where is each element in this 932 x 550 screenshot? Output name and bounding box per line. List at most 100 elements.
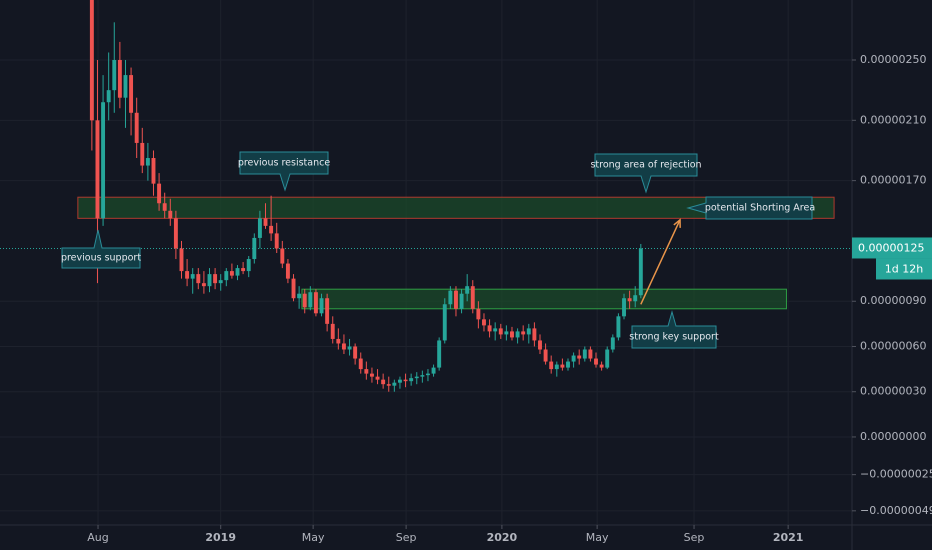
candle-body [224, 271, 229, 281]
candle-body [403, 379, 408, 382]
candle-body [291, 278, 296, 299]
x-tick-label: May [302, 531, 325, 544]
candle-body [151, 158, 156, 184]
candle-body [308, 292, 313, 308]
candle-body [566, 361, 570, 368]
y-tick-label: 0.00000000 [860, 430, 926, 443]
candle-body [364, 369, 369, 374]
candle-body [538, 340, 542, 350]
candle-body [95, 120, 100, 219]
candle-body [140, 142, 145, 166]
candle-body [526, 328, 531, 335]
candle-body [101, 102, 106, 219]
candle-body [241, 268, 246, 272]
candle-body [207, 274, 212, 287]
y-tick-label: 0.00000090 [860, 294, 926, 307]
candle-body [554, 364, 559, 370]
candle-body [185, 271, 190, 279]
axes: 0.00000250 0.00000210 0.00000170 0.00000090… [87, 53, 932, 544]
x-tick-label: 2021 [773, 531, 804, 544]
candle-body [280, 248, 285, 264]
callout: previous resistance [238, 151, 331, 192]
candle-body [123, 75, 128, 98]
callout: strong key support [629, 310, 719, 349]
candle-body [397, 379, 402, 383]
candle-body [482, 319, 486, 326]
plot-area [0, 0, 852, 525]
y-tick-label: 0.00000030 [860, 385, 926, 398]
last-price-label: 0.00000125 [858, 241, 924, 254]
candle-body [302, 293, 307, 308]
candle-body [560, 364, 565, 368]
candle-body [369, 373, 374, 377]
x-tick-label: Aug [87, 531, 108, 544]
candle-body [605, 349, 610, 368]
candle-body [442, 304, 447, 341]
candle-body [89, 0, 94, 121]
candle-body [622, 298, 626, 317]
candle-body [414, 376, 419, 379]
candle-body [549, 361, 554, 370]
candle-body [157, 183, 162, 204]
candle-body [420, 375, 425, 377]
x-tick-label: Sep [396, 531, 417, 544]
candle-body [179, 248, 184, 272]
candle-body [218, 280, 223, 284]
x-tick-label: 2020 [487, 531, 518, 544]
candle-body [353, 346, 358, 359]
candle-body [285, 263, 290, 279]
candle-body [129, 75, 134, 113]
candle-body [599, 364, 604, 368]
candle-body [638, 248, 643, 296]
candle-body [269, 225, 274, 234]
candle-body [588, 349, 593, 359]
callout: potential Shorting Area [686, 196, 815, 220]
candle-body [476, 308, 481, 320]
annotation-text: strong area of rejection [590, 160, 701, 171]
candle-body [437, 340, 442, 368]
candle-body [627, 298, 632, 302]
candle-body [358, 358, 363, 370]
candle-body [448, 290, 453, 305]
candle-body [106, 90, 111, 103]
candle-body [162, 203, 167, 211]
callout: strong area of rejection [590, 153, 702, 194]
candle-body [246, 259, 251, 272]
candle-body [330, 323, 335, 339]
candle-body [493, 328, 498, 332]
overlay [640, 218, 681, 305]
candle-body [213, 274, 218, 284]
annotation-text: previous resistance [238, 158, 331, 169]
candle-body [297, 293, 302, 299]
zone [301, 288, 787, 310]
zone [77, 196, 835, 219]
y-tick-label: −0.00000025 [860, 468, 932, 481]
annotation-text: strong key support [629, 332, 719, 343]
candle-body [454, 290, 458, 309]
candle-body [112, 60, 117, 91]
callout-box [61, 229, 141, 269]
candle-body [392, 382, 397, 386]
y-tick-label: 0.00000170 [860, 174, 926, 187]
candle-body [381, 379, 386, 385]
candle-body [117, 60, 122, 98]
candle-body [594, 358, 598, 365]
candle-body [426, 373, 430, 376]
candle-body [257, 218, 262, 238]
candle-body [168, 210, 173, 219]
candle-body [263, 218, 268, 226]
candle-body [386, 384, 391, 386]
candle-body [201, 283, 206, 287]
candle-body [375, 376, 380, 380]
candle-body [521, 331, 526, 335]
annotation-text: previous support [61, 253, 141, 264]
candle-body [145, 158, 150, 166]
arrow-line [640, 219, 681, 305]
candle-body [190, 274, 195, 279]
x-tick-label: May [586, 531, 609, 544]
x-tick-label: Sep [684, 531, 705, 544]
callout-box [239, 151, 329, 192]
candle-body [196, 274, 201, 284]
y-tick-label: 0.00000210 [860, 113, 926, 126]
